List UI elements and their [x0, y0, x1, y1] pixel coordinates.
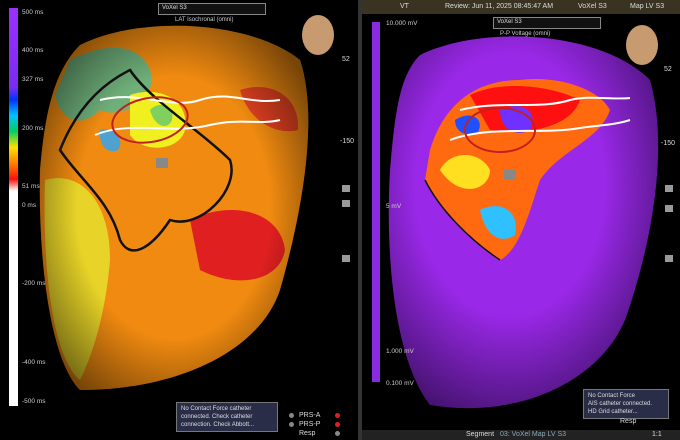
count-label: 52 [664, 66, 672, 73]
depth-label: -150 [661, 140, 676, 147]
signal-label: Resp [620, 418, 637, 425]
signal-label: PRS-A [299, 412, 321, 419]
scale-label: -200 ms [22, 280, 46, 287]
scale-label: 51 ms [22, 183, 40, 190]
tool-button[interactable] [665, 205, 673, 212]
header-map-selector[interactable]: VoXel S3 [578, 3, 607, 10]
scale-label: 500 ms [22, 9, 44, 16]
signal-dot [289, 413, 294, 418]
depth-label: -150 [340, 138, 355, 145]
count-label: 52 [342, 56, 350, 63]
footer-label: Segment [466, 431, 495, 438]
notice-line: HD Grid catheter... [588, 409, 638, 415]
scale-label: 5 mV [386, 203, 402, 210]
notice-line: AIS catheter connected. [588, 401, 653, 407]
orientation-figure [302, 15, 334, 55]
scale-label: 1.000 mV [386, 348, 414, 355]
voltage-map [388, 36, 659, 409]
scale-label: 327 ms [22, 76, 44, 83]
tool-button[interactable] [665, 185, 673, 192]
scale-label: 200 ms [22, 125, 44, 132]
lat-colorbar [9, 8, 18, 406]
header-bar [362, 0, 680, 14]
voltage-colorbar [372, 22, 380, 382]
divider [358, 0, 362, 440]
map-type: P-P Voltage (omni) [500, 31, 551, 37]
signal-label: Resp [299, 430, 316, 437]
scale-label: 0.100 mV [386, 380, 414, 387]
signal-dot [335, 431, 340, 436]
scale-label: -500 ms [22, 398, 46, 405]
signal-dot [289, 422, 294, 427]
scale-label: 400 ms [22, 47, 44, 54]
signal-label: PRS-P [299, 421, 321, 428]
review-time: Review: Jun 11, 2025 08:45:47 AM [445, 3, 554, 10]
scale-label: 0 ms [22, 202, 37, 209]
map-name: Map LV S3 [630, 3, 665, 10]
notice-line: No Contact Force [588, 393, 636, 399]
mode: VT [400, 3, 409, 10]
map-selector[interactable]: VoXel S3 [493, 17, 601, 29]
footer-bar [362, 430, 680, 440]
tool-button[interactable] [342, 185, 350, 192]
signal-dot [335, 413, 340, 418]
scale-label: -400 ms [22, 359, 46, 366]
lat-map [39, 25, 309, 390]
segment[interactable]: 03: VoXel Map LV S3 [500, 431, 567, 438]
tool-button[interactable] [342, 200, 350, 207]
map-type: LAT Isochronal (omni) [175, 17, 234, 23]
orientation-figure [626, 25, 658, 65]
scale-label: 10.000 mV [386, 20, 418, 27]
tool-button[interactable] [342, 255, 350, 262]
zoom: 1:1 [652, 431, 662, 438]
notice: No Contact Force AIS catheter connected.… [583, 389, 669, 419]
map-selector[interactable]: VoXel S3 [158, 3, 266, 15]
tool-button[interactable] [665, 255, 673, 262]
signal-dot [335, 422, 340, 427]
notice: No Contact Force catheter connected. Che… [176, 402, 278, 432]
